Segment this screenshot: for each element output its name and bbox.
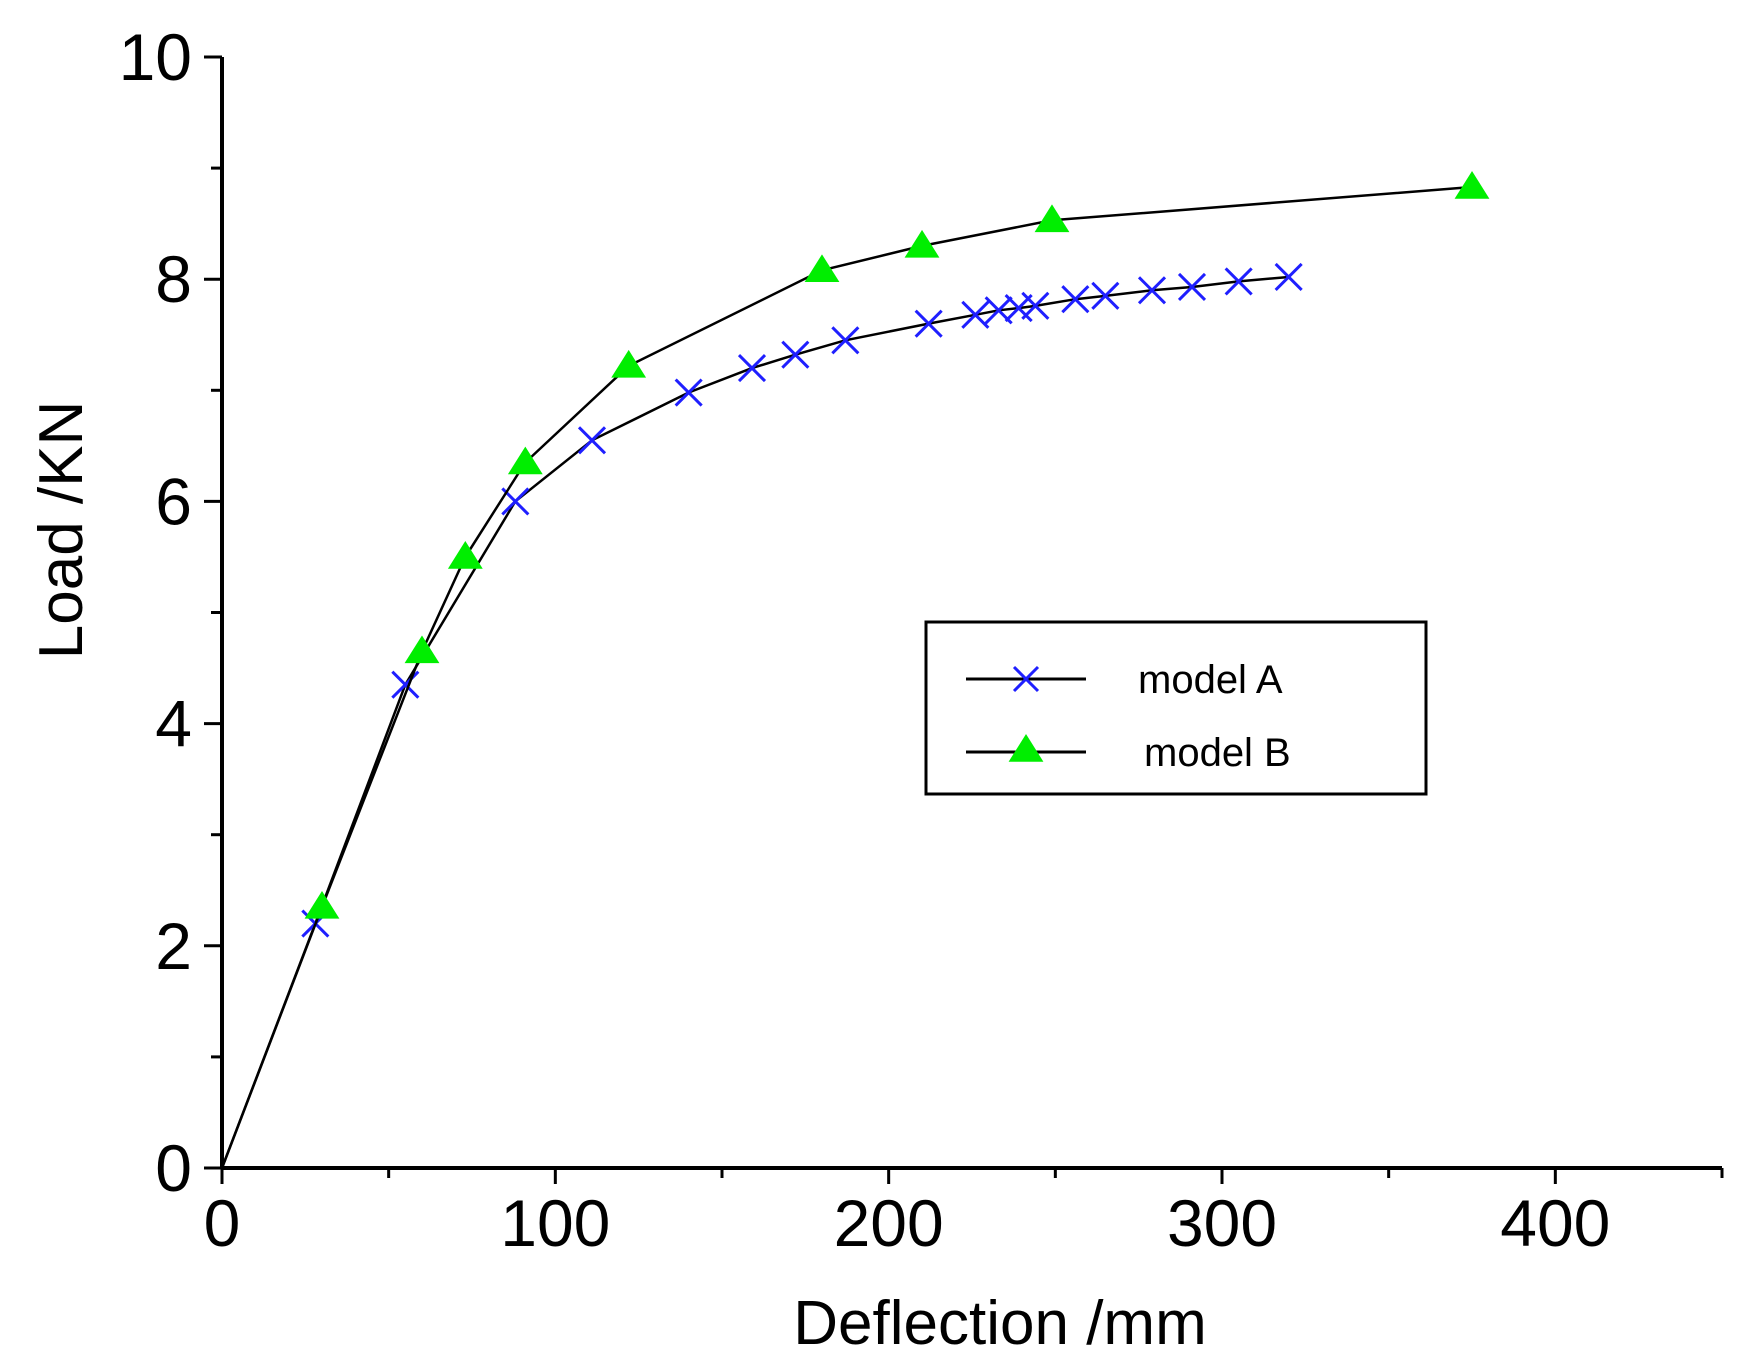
marker-triangle xyxy=(447,541,483,569)
marker-x xyxy=(737,354,767,383)
marker-x-stroke xyxy=(1012,665,1040,693)
marker-x-stroke xyxy=(914,309,943,338)
marker-x-stroke xyxy=(1177,272,1207,302)
marker-x-stroke xyxy=(1091,281,1120,310)
marker-triangle xyxy=(404,635,440,664)
y-tick-label: 2 xyxy=(155,909,192,983)
marker-x xyxy=(1012,665,1040,693)
marker-x-stroke xyxy=(984,296,1013,325)
x-tick-label: 300 xyxy=(1167,1186,1277,1260)
marker-x-stroke xyxy=(1061,285,1090,314)
y-tick-label: 4 xyxy=(155,687,192,761)
marker-x-stroke xyxy=(577,426,607,455)
marker-triangle xyxy=(304,890,340,919)
legend-item: model B xyxy=(966,731,1291,775)
legend-label: model B xyxy=(1144,731,1291,775)
axes xyxy=(220,57,1722,1170)
marker-x xyxy=(961,300,990,329)
axis-titles: Deflection /mm Load /KN xyxy=(27,401,1207,1358)
marker-triangle xyxy=(1454,171,1490,199)
marker-x-stroke xyxy=(961,300,990,329)
y-tick-label: 8 xyxy=(155,242,192,316)
marker-x xyxy=(1274,262,1303,292)
marker-x xyxy=(674,378,703,407)
marker-x xyxy=(577,426,607,455)
x-tick-label: 200 xyxy=(834,1186,944,1260)
marker-x xyxy=(831,326,860,355)
marker-triangle xyxy=(804,254,840,283)
legend-label: model A xyxy=(1138,658,1283,702)
y-tick-label: 6 xyxy=(155,464,192,538)
legend-item: model A xyxy=(966,658,1283,702)
y-tick-label: 0 xyxy=(155,1131,192,1205)
marker-x xyxy=(1177,272,1207,302)
marker-triangle xyxy=(1008,734,1044,762)
marker-x xyxy=(781,340,810,369)
ticks: 0 100 200 300 400 0 2 4 6 8 10 xyxy=(119,20,1724,1260)
marker-x-stroke xyxy=(1137,276,1167,305)
marker-x-stroke xyxy=(1274,262,1303,292)
y-axis-title: Load /KN xyxy=(27,401,96,660)
marker-x-stroke xyxy=(501,487,530,516)
marker-x xyxy=(1021,291,1050,320)
marker-x xyxy=(1091,281,1120,310)
marker-x xyxy=(1137,276,1167,305)
marker-x xyxy=(914,309,943,338)
marker-x xyxy=(1061,285,1090,314)
marker-triangle xyxy=(507,446,543,475)
x-tick-label: 100 xyxy=(500,1186,610,1260)
marker-triangle xyxy=(1034,204,1070,233)
legend: model A model B xyxy=(924,620,1428,796)
marker-triangle xyxy=(611,349,647,378)
series-model-b xyxy=(220,171,1490,1169)
series-line xyxy=(220,185,1473,1169)
marker-x-stroke xyxy=(1021,291,1050,320)
series-layer xyxy=(220,171,1490,1169)
legend-box xyxy=(924,620,1428,796)
marker-x-stroke xyxy=(1224,267,1253,296)
x-axis-title: Deflection /mm xyxy=(793,1289,1206,1358)
series-line xyxy=(220,275,1289,1169)
marker-x-stroke xyxy=(737,354,767,383)
marker-x-stroke xyxy=(674,378,703,407)
marker-x xyxy=(391,670,420,699)
x-tick-label: 400 xyxy=(1500,1186,1610,1260)
marker-x xyxy=(1224,267,1253,296)
y-tick-label: 10 xyxy=(119,20,192,94)
marker-x-stroke xyxy=(831,326,860,355)
marker-x-stroke xyxy=(781,340,810,369)
marker-x-stroke xyxy=(391,670,420,699)
marker-triangle xyxy=(904,229,940,258)
x-tick-label: 0 xyxy=(204,1186,241,1260)
